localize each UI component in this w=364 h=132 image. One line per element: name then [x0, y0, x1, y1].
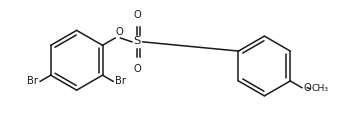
- Text: Br: Br: [115, 76, 126, 86]
- Text: O: O: [303, 83, 311, 93]
- Text: O: O: [134, 10, 141, 20]
- Text: O: O: [134, 64, 141, 74]
- Text: S: S: [134, 36, 141, 46]
- Text: CH₃: CH₃: [312, 84, 328, 93]
- Text: O: O: [115, 27, 123, 37]
- Text: Br: Br: [27, 76, 38, 86]
